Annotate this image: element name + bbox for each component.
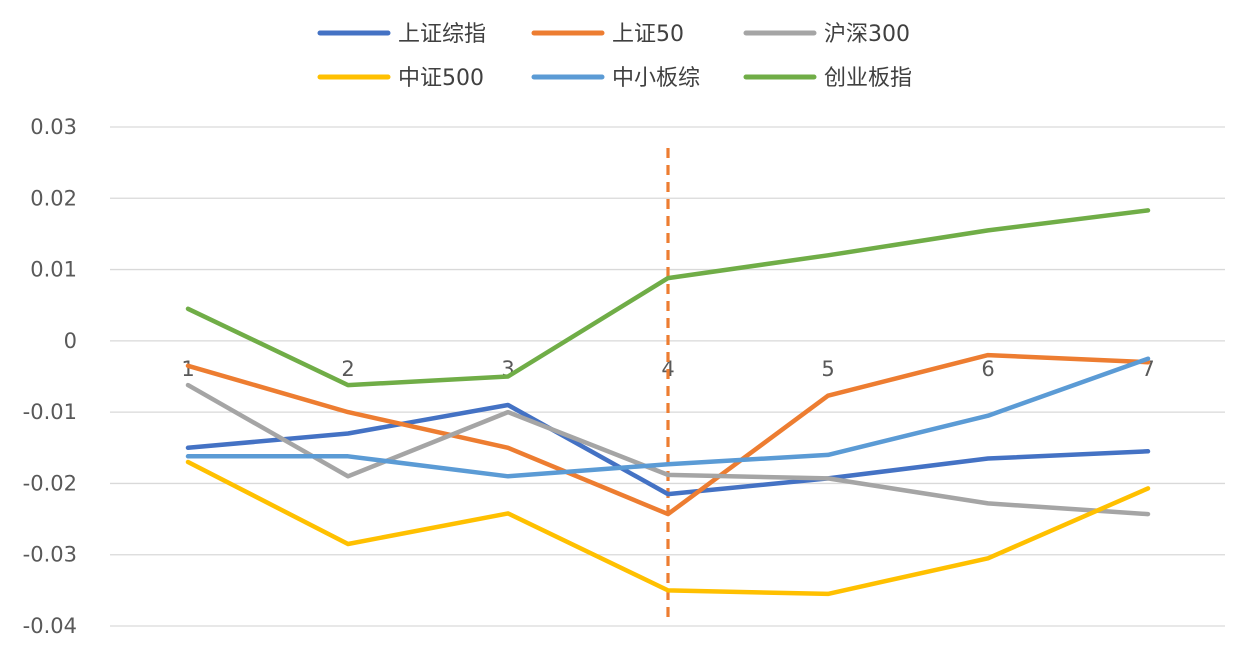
x-tick-label: 2 bbox=[341, 357, 354, 381]
legend-label: 上证50 bbox=[612, 22, 684, 47]
y-tick-label: 0.01 bbox=[30, 258, 77, 282]
legend-label: 上证综指 bbox=[398, 22, 486, 47]
legend-label: 沪深300 bbox=[824, 22, 910, 47]
series-line bbox=[185, 382, 1151, 517]
y-tick-label: -0.01 bbox=[23, 400, 77, 424]
series-line bbox=[185, 402, 1151, 497]
y-tick-label: -0.04 bbox=[23, 614, 77, 638]
y-tick-label: 0.02 bbox=[30, 186, 77, 210]
x-tick-label: 4 bbox=[661, 357, 674, 381]
series-line bbox=[185, 459, 1151, 597]
legend: 上证综指 上证50 沪深300 中证500 中小板综 创业板指 bbox=[317, 22, 912, 91]
legend-label: 中证500 bbox=[398, 66, 484, 91]
y-tick-label: -0.02 bbox=[23, 471, 77, 495]
y-tick-label: -0.03 bbox=[23, 543, 77, 567]
legend-label: 中小板综 bbox=[612, 66, 700, 91]
y-tick-label: 0.03 bbox=[30, 115, 77, 139]
x-tick-label: 1 bbox=[181, 357, 194, 381]
x-tick-label: 5 bbox=[821, 357, 834, 381]
series-line bbox=[185, 356, 1151, 479]
legend-label: 创业板指 bbox=[824, 66, 912, 91]
series-line bbox=[185, 352, 1151, 517]
y-axis-labels: 0.03 0.02 0.01 0 -0.01 -0.02 -0.03 -0.04 bbox=[23, 115, 77, 638]
series-line bbox=[185, 208, 1151, 388]
x-tick-label: 6 bbox=[981, 357, 994, 381]
series-lines bbox=[185, 208, 1151, 597]
y-tick-label: 0 bbox=[64, 329, 77, 353]
